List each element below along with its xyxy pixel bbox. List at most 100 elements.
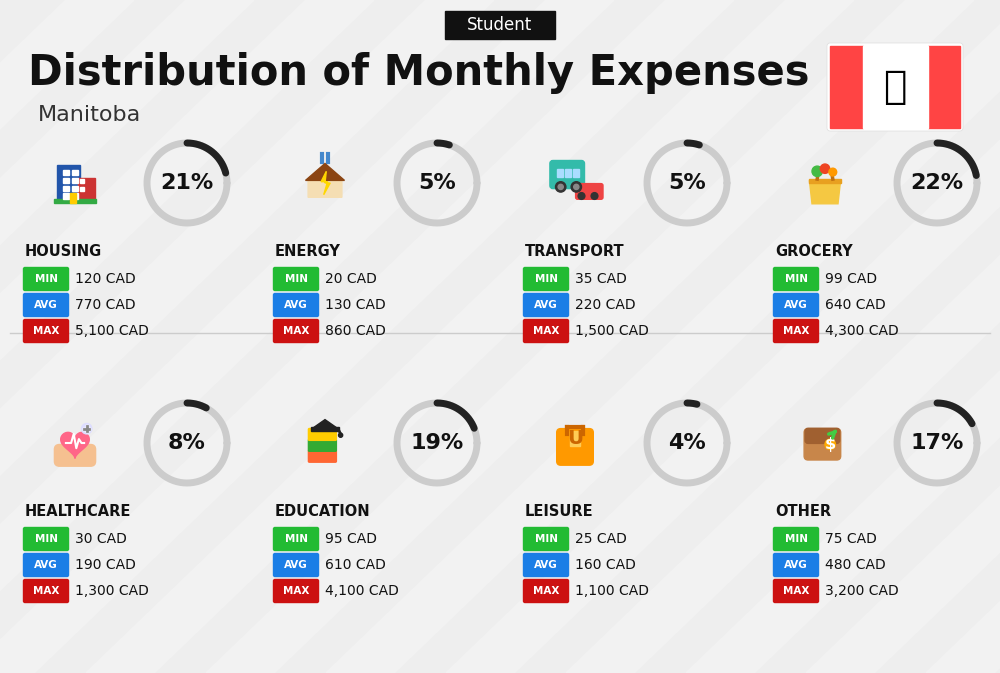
Bar	[573, 169, 579, 176]
Bar	[809, 179, 841, 183]
Polygon shape	[308, 166, 342, 197]
Bar	[63, 170, 68, 175]
Text: MIN: MIN	[784, 534, 808, 544]
FancyBboxPatch shape	[24, 293, 68, 316]
Text: 1,300 CAD: 1,300 CAD	[75, 584, 149, 598]
FancyBboxPatch shape	[774, 528, 818, 551]
Text: 3,200 CAD: 3,200 CAD	[825, 584, 899, 598]
FancyBboxPatch shape	[524, 579, 568, 602]
Text: HOUSING: HOUSING	[25, 244, 102, 258]
Circle shape	[82, 423, 92, 434]
Text: 75 CAD: 75 CAD	[825, 532, 877, 546]
Text: TRANSPORT: TRANSPORT	[525, 244, 625, 258]
FancyBboxPatch shape	[445, 11, 555, 39]
Bar	[57, 165, 80, 201]
Circle shape	[829, 168, 837, 176]
Text: 4,100 CAD: 4,100 CAD	[325, 584, 399, 598]
Circle shape	[558, 184, 563, 190]
Circle shape	[820, 164, 830, 174]
Circle shape	[812, 166, 822, 176]
Text: LEISURE: LEISURE	[525, 503, 594, 518]
FancyBboxPatch shape	[54, 444, 96, 466]
FancyBboxPatch shape	[308, 450, 336, 462]
Polygon shape	[61, 432, 89, 458]
Circle shape	[339, 433, 343, 437]
FancyBboxPatch shape	[524, 267, 568, 291]
FancyBboxPatch shape	[274, 579, 318, 602]
FancyBboxPatch shape	[550, 160, 584, 188]
Text: Student: Student	[467, 16, 533, 34]
Text: 640 CAD: 640 CAD	[825, 298, 886, 312]
Text: AVG: AVG	[34, 560, 58, 570]
Text: AVG: AVG	[784, 560, 808, 570]
FancyBboxPatch shape	[774, 320, 818, 343]
Bar	[78, 178, 94, 201]
Bar	[565, 169, 571, 176]
Text: MIN: MIN	[285, 534, 308, 544]
FancyBboxPatch shape	[308, 439, 336, 452]
FancyBboxPatch shape	[24, 553, 68, 577]
Text: OTHER: OTHER	[775, 503, 831, 518]
Text: MIN: MIN	[285, 274, 308, 284]
Text: 860 CAD: 860 CAD	[325, 324, 386, 338]
Bar	[80, 187, 84, 191]
Text: 22%: 22%	[910, 173, 964, 193]
FancyBboxPatch shape	[774, 267, 818, 291]
Text: 1,500 CAD: 1,500 CAD	[575, 324, 649, 338]
Text: 21%: 21%	[160, 173, 214, 193]
Text: MIN: MIN	[534, 274, 558, 284]
FancyBboxPatch shape	[274, 320, 318, 343]
FancyBboxPatch shape	[274, 528, 318, 551]
FancyBboxPatch shape	[557, 429, 593, 465]
Circle shape	[591, 192, 598, 199]
Text: 220 CAD: 220 CAD	[575, 298, 636, 312]
FancyBboxPatch shape	[24, 579, 68, 602]
FancyBboxPatch shape	[524, 320, 568, 343]
Text: MAX: MAX	[33, 586, 59, 596]
FancyBboxPatch shape	[774, 579, 818, 602]
Text: AVG: AVG	[284, 300, 308, 310]
Text: 17%: 17%	[910, 433, 964, 453]
Bar	[63, 193, 68, 199]
FancyBboxPatch shape	[805, 428, 840, 444]
Text: Manitoba: Manitoba	[38, 105, 141, 125]
Bar	[570, 431, 580, 446]
Text: GROCERY: GROCERY	[775, 244, 853, 258]
Text: ENERGY: ENERGY	[275, 244, 341, 258]
Text: EDUCATION: EDUCATION	[275, 503, 371, 518]
FancyBboxPatch shape	[308, 429, 336, 440]
Circle shape	[556, 182, 566, 192]
Polygon shape	[312, 419, 338, 429]
FancyBboxPatch shape	[524, 293, 568, 316]
Bar	[72, 178, 78, 183]
Text: 4,300 CAD: 4,300 CAD	[825, 324, 899, 338]
Text: MAX: MAX	[783, 586, 809, 596]
Bar	[63, 178, 68, 183]
FancyBboxPatch shape	[774, 293, 818, 316]
Circle shape	[578, 192, 585, 199]
FancyBboxPatch shape	[774, 553, 818, 577]
Text: 5,100 CAD: 5,100 CAD	[75, 324, 149, 338]
Circle shape	[574, 184, 579, 190]
Text: 20 CAD: 20 CAD	[325, 272, 377, 286]
Text: MAX: MAX	[533, 586, 559, 596]
FancyBboxPatch shape	[274, 267, 318, 291]
FancyBboxPatch shape	[804, 429, 841, 460]
Text: 4%: 4%	[668, 433, 706, 453]
Text: MIN: MIN	[534, 534, 558, 544]
Bar	[80, 179, 84, 183]
Bar	[311, 427, 339, 431]
Text: 5%: 5%	[418, 173, 456, 193]
Text: AVG: AVG	[34, 300, 58, 310]
Bar	[72, 193, 78, 199]
Text: 25 CAD: 25 CAD	[575, 532, 627, 546]
FancyBboxPatch shape	[274, 293, 318, 316]
Polygon shape	[306, 164, 344, 180]
Text: AVG: AVG	[534, 300, 558, 310]
Text: MAX: MAX	[283, 326, 309, 336]
Text: 35 CAD: 35 CAD	[575, 272, 627, 286]
Text: U: U	[567, 429, 583, 448]
Text: 95 CAD: 95 CAD	[325, 532, 377, 546]
Bar	[70, 193, 76, 203]
Text: 160 CAD: 160 CAD	[575, 558, 636, 572]
